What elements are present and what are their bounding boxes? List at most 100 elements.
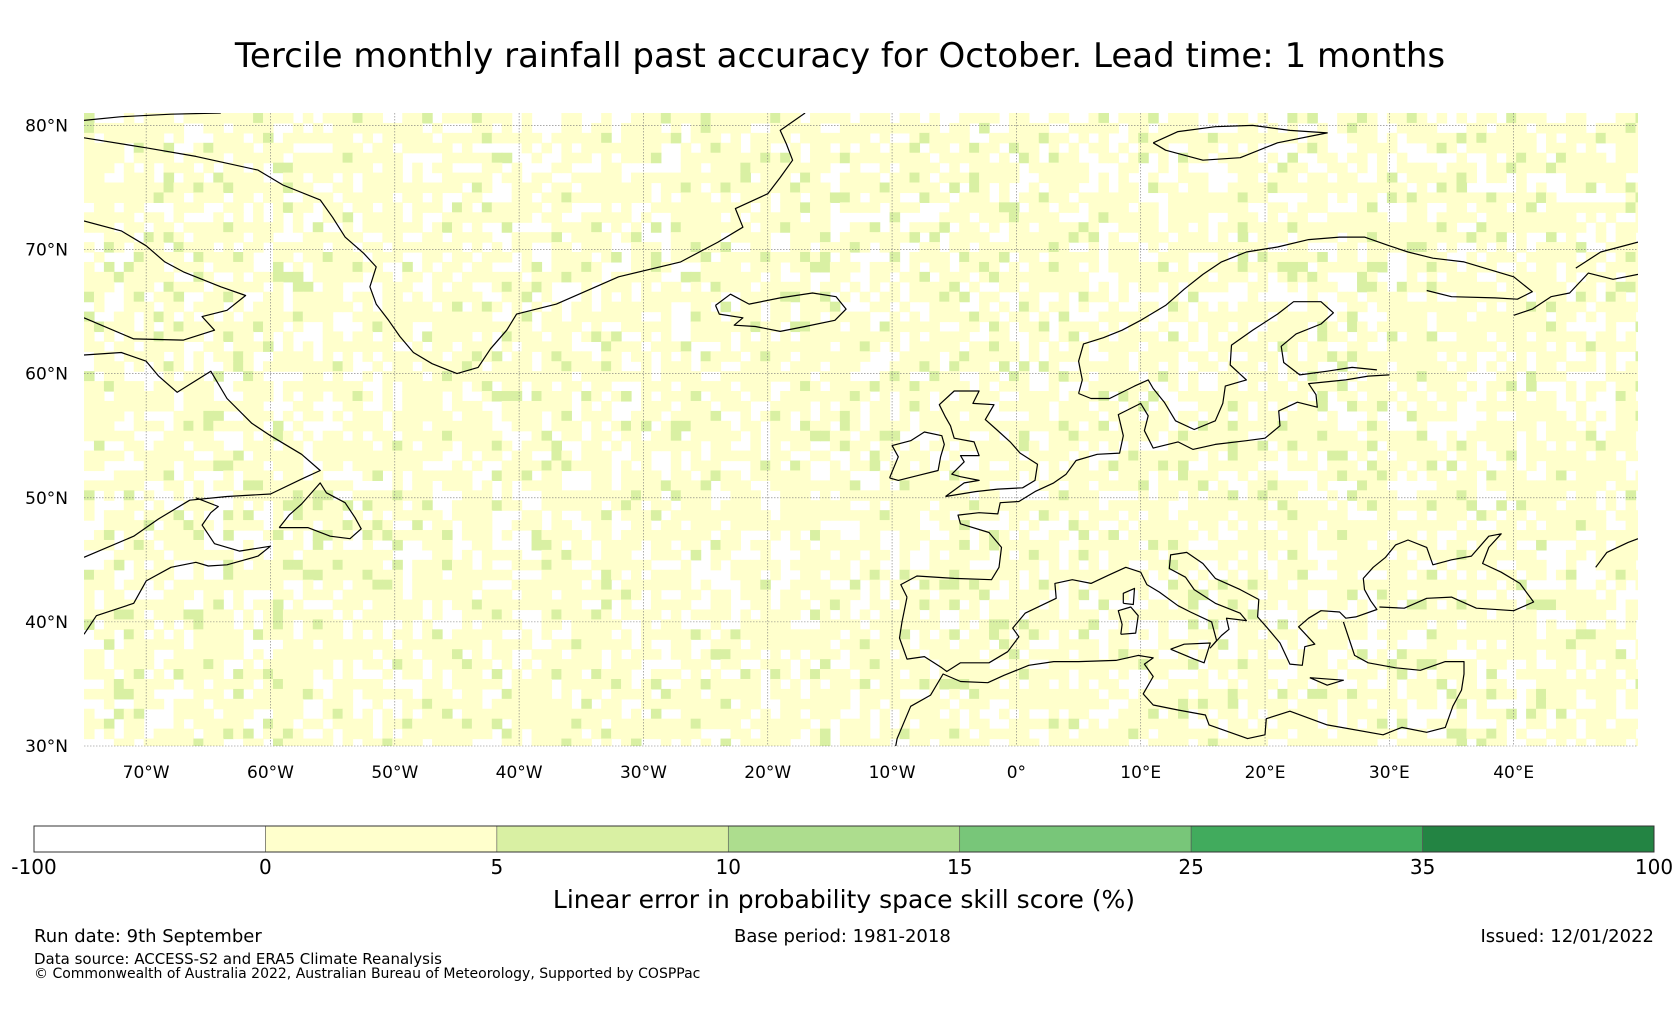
skill-cell: [660, 351, 672, 362]
skill-cell: [1635, 351, 1638, 362]
skill-cell: [631, 271, 642, 283]
skill-cell: [392, 440, 403, 452]
skill-cell: [1078, 321, 1090, 333]
skill-cell: [1018, 242, 1030, 253]
skill-cell: [243, 192, 254, 203]
skill-cell: [1048, 490, 1060, 501]
skill-cell: [611, 331, 622, 342]
skill-cell: [551, 410, 562, 422]
skill-cell: [1048, 420, 1060, 432]
skill-cell: [571, 192, 582, 203]
skill-cell: [750, 500, 761, 511]
skill-cell: [442, 212, 453, 223]
skill-cell: [1028, 301, 1040, 313]
skill-cell: [432, 202, 443, 213]
skill-cell: [1158, 480, 1169, 491]
skill-cell: [113, 391, 125, 402]
skill-cell: [1058, 291, 1070, 303]
skill-cell: [1058, 252, 1070, 263]
skill-cell: [292, 321, 304, 333]
skill-cell: [1018, 400, 1030, 412]
skill-cell: [1058, 222, 1070, 233]
skill-cell: [1227, 142, 1239, 154]
skill-cell: [1138, 152, 1149, 164]
skill-cell: [1217, 351, 1229, 362]
skill-cell: [1376, 539, 1388, 551]
skill-cell: [839, 192, 851, 203]
skill-cell: [760, 252, 771, 263]
skill-cell: [839, 132, 851, 144]
skill-cell: [750, 242, 761, 253]
skill-cell: [113, 549, 125, 561]
skill-cell: [1466, 261, 1477, 273]
skill-cell: [342, 113, 354, 124]
skill-cell: [392, 410, 403, 422]
skill-cell: [412, 530, 423, 541]
skill-cell: [193, 321, 204, 333]
skill-cell: [780, 391, 791, 402]
skill-cell: [213, 142, 224, 154]
skill-cell: [710, 182, 722, 194]
skill-cell: [591, 321, 602, 333]
skill-cell: [800, 400, 811, 412]
skill-cell: [292, 559, 304, 571]
skill-cell: [1108, 252, 1119, 263]
skill-cell: [770, 132, 781, 144]
skill-cell: [1207, 281, 1219, 293]
skill-cell: [1416, 222, 1428, 233]
skill-cell: [1158, 341, 1169, 352]
skill-cell: [1317, 420, 1328, 432]
skill-cell: [710, 152, 722, 164]
skill-cell: [899, 172, 911, 184]
skill-cell: [322, 351, 334, 362]
skill-cell: [1287, 410, 1298, 422]
skill-cell: [481, 232, 493, 243]
skill-cell: [1456, 301, 1468, 313]
skill-cell: [432, 450, 443, 462]
skill-cell: [640, 252, 652, 263]
skill-cell: [422, 440, 433, 452]
skill-cell: [133, 420, 145, 432]
skill-cell: [1058, 321, 1070, 333]
skill-cell: [1237, 182, 1249, 194]
skill-cell: [700, 400, 712, 412]
skill-cell: [1058, 261, 1070, 273]
skill-cell: [501, 271, 513, 283]
skill-cell: [740, 172, 751, 184]
skill-cell: [1376, 371, 1388, 382]
skill-cell: [1536, 242, 1547, 253]
skill-cell: [1227, 450, 1239, 462]
skill-cell: [1038, 311, 1050, 323]
skill-cell: [690, 371, 702, 382]
skill-cell: [223, 232, 234, 243]
skill-cell: [1138, 281, 1149, 293]
skill-cell: [1476, 510, 1487, 521]
skill-cell: [461, 470, 473, 481]
skill-cell: [1287, 500, 1298, 511]
skill-cell: [223, 460, 234, 472]
skill-cell: [1615, 252, 1627, 263]
skill-cell: [123, 520, 135, 531]
skill-cell: [1615, 470, 1627, 481]
skill-cell: [1376, 261, 1388, 273]
skill-cell: [1366, 391, 1378, 402]
skill-cell: [1416, 430, 1428, 442]
skill-cell: [1257, 261, 1269, 273]
skill-cell: [1128, 460, 1139, 472]
skill-cell: [1366, 361, 1378, 372]
skill-cell: [282, 410, 294, 422]
skill-cell: [1327, 371, 1338, 382]
skill-cell: [1565, 113, 1577, 124]
skill-cell: [481, 311, 493, 323]
skill-cell: [1237, 361, 1249, 372]
skill-cell: [402, 381, 413, 392]
skill-cell: [740, 500, 751, 511]
skill-cell: [352, 113, 364, 124]
skill-cell: [929, 371, 940, 382]
skill-cell: [839, 291, 851, 303]
skill-cell: [740, 361, 751, 372]
skill-cell: [1615, 440, 1627, 452]
skill-cell: [1456, 549, 1468, 561]
skill-cell: [342, 440, 354, 452]
skill-cell: [1207, 400, 1219, 412]
